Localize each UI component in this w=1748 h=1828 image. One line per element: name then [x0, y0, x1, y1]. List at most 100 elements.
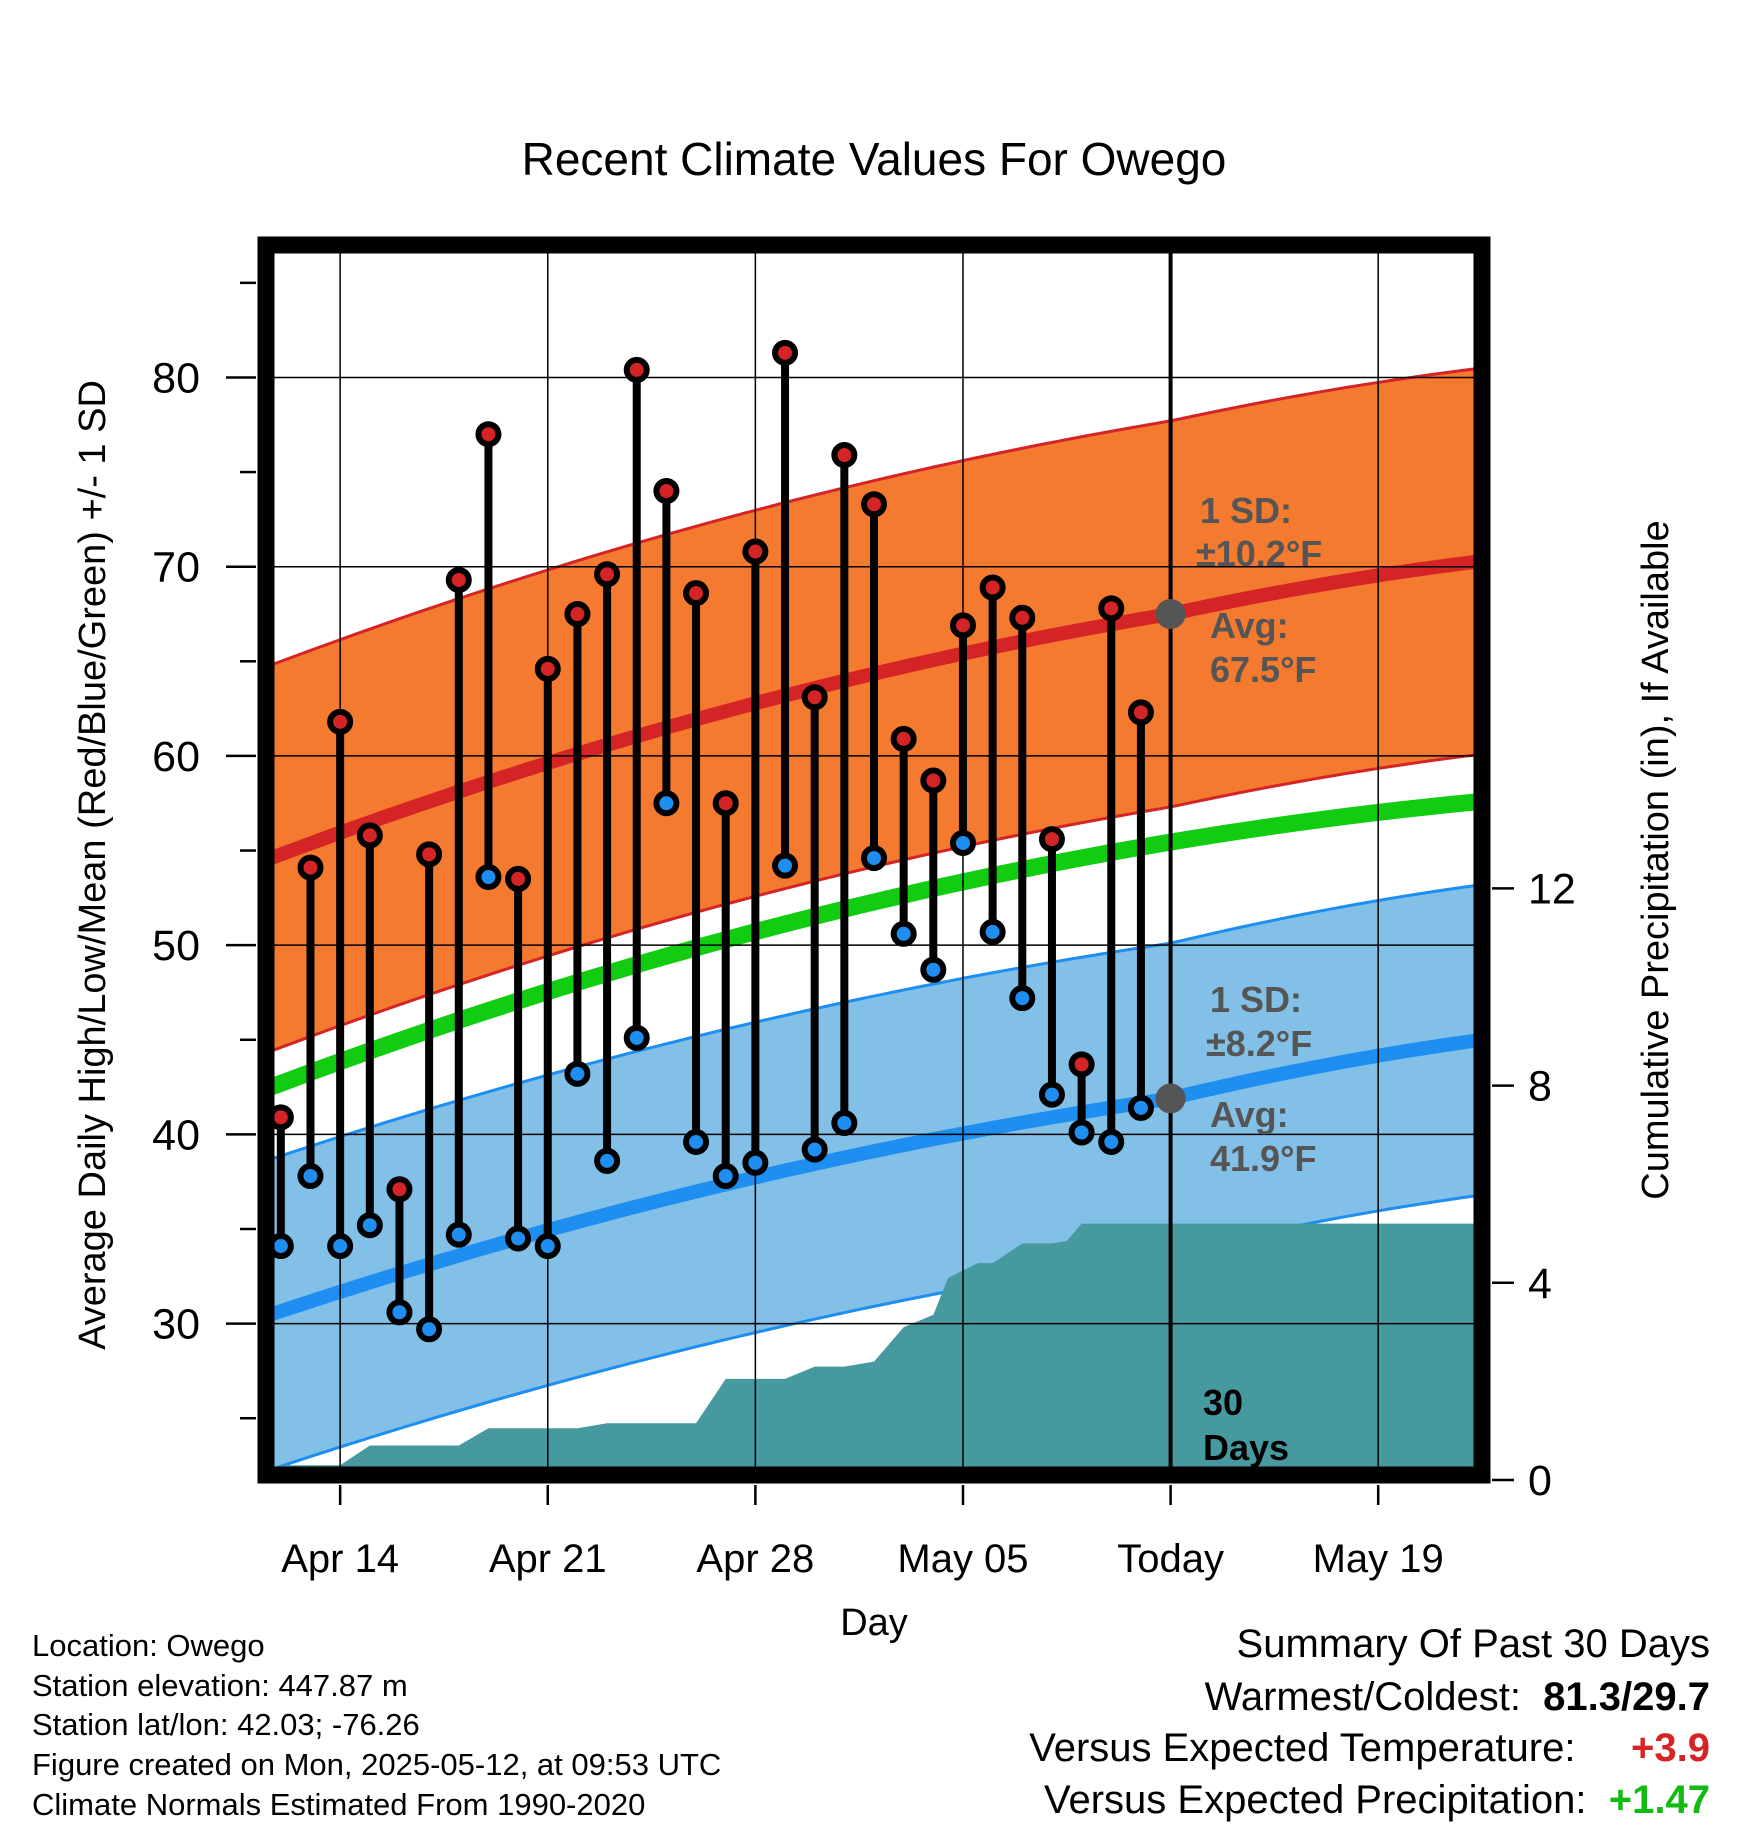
- daily-low-point: [1127, 1094, 1154, 1121]
- y-right-tick-label: 4: [1528, 1260, 1552, 1308]
- y-tick-label: 80: [152, 354, 200, 402]
- daily-high-point: [949, 612, 976, 639]
- daily-low-point: [979, 918, 1006, 945]
- daily-high-point: [623, 356, 650, 383]
- daily-high-point: [327, 708, 354, 735]
- chart-title: Recent Climate Values For Owego: [522, 133, 1227, 185]
- y-tick-label: 60: [152, 733, 200, 781]
- summary-temp-row: Versus Expected Temperature: +3.9: [1029, 1726, 1710, 1771]
- temp-label: Versus Expected Temperature:: [1029, 1726, 1576, 1770]
- daily-low-point: [386, 1299, 413, 1326]
- y-right-tick-label: 0: [1528, 1457, 1552, 1505]
- summary-title: Summary Of Past 30 Days: [1236, 1622, 1710, 1666]
- normal-low-upper-edge: [266, 883, 1482, 1163]
- daily-high-point: [979, 574, 1006, 601]
- daily-high-point: [742, 538, 769, 565]
- daily-low-point: [1038, 1081, 1065, 1108]
- daily-low-point: [356, 1212, 383, 1239]
- normals-text: Climate Normals Estimated From 1990-2020: [32, 1787, 646, 1822]
- summary-warmest-row: Warmest/Coldest: 81.3/29.7: [1205, 1675, 1710, 1720]
- daily-high-point: [772, 339, 799, 366]
- daily-low-point: [416, 1316, 443, 1343]
- daily-low-point: [683, 1128, 710, 1155]
- x-tick-label: May 19: [1313, 1537, 1444, 1581]
- daily-low-point: [327, 1233, 354, 1260]
- daily-high-point: [445, 566, 472, 593]
- daily-high-point: [297, 854, 324, 881]
- normal-high-upper-edge: [266, 366, 1482, 669]
- normal-low-sd-band: [266, 884, 1482, 1472]
- normal-mean-line: [266, 792, 1482, 1097]
- precip-label: Versus Expected Precipitation:: [1044, 1778, 1587, 1822]
- plot-frame: [257, 236, 1491, 1484]
- y-tick-label: 30: [152, 1301, 200, 1349]
- days-word-label: Days: [1203, 1427, 1289, 1468]
- temp-value: +3.9: [1631, 1726, 1710, 1770]
- low-sd-label: 1 SD:: [1210, 979, 1302, 1020]
- x-axis-label: Day: [840, 1602, 908, 1644]
- precip-value: +1.47: [1608, 1778, 1710, 1822]
- daily-high-point: [1127, 699, 1154, 726]
- daily-high-point: [890, 725, 917, 752]
- daily-low-point: [475, 864, 502, 891]
- daily-high-point: [861, 491, 887, 518]
- x-tick-label: May 05: [897, 1537, 1028, 1581]
- daily-high-point: [475, 421, 502, 448]
- daily-high-point: [1038, 826, 1065, 853]
- y-axis-right-label: Cumulative Precipitation (in), If Availa…: [1635, 520, 1677, 1199]
- daily-high-point: [386, 1176, 413, 1203]
- daily-high-point: [1009, 604, 1036, 631]
- summary-precip-row: Versus Expected Precipitation: +1.47: [1044, 1778, 1710, 1823]
- days-count-label: 30: [1203, 1382, 1243, 1423]
- daily-high-point: [653, 478, 680, 504]
- high-sd-value: ±10.2°F: [1196, 533, 1322, 574]
- daily-low-point: [890, 920, 917, 947]
- daily-high-point: [534, 655, 561, 682]
- latlon-text: Station lat/lon: 42.03; -76.26: [32, 1707, 420, 1742]
- daily-high-point: [356, 822, 383, 849]
- high-annotation: 1 SD: ±10.2°F Avg: 67.5°F: [1196, 490, 1322, 690]
- high-sd-label: 1 SD:: [1200, 490, 1292, 531]
- daily-high-point: [1068, 1051, 1095, 1078]
- daily-low-point: [712, 1163, 739, 1190]
- daily-high-point: [712, 790, 739, 817]
- daily-high-point: [831, 442, 858, 469]
- daily-low-point: [623, 1024, 650, 1051]
- daily-high-point: [920, 767, 947, 794]
- y-tick-label: 50: [152, 922, 200, 970]
- daily-low-point: [297, 1163, 324, 1190]
- x-tick-label: Apr 21: [489, 1537, 607, 1581]
- x-tick-label: Today: [1117, 1537, 1224, 1581]
- warmest-label: Warmest/Coldest:: [1204, 1675, 1521, 1719]
- warmest-value: 81.3/29.7: [1543, 1675, 1710, 1719]
- daily-high-point: [683, 580, 710, 607]
- daily-low-point: [772, 852, 799, 879]
- high-avg-value: 67.5°F: [1210, 649, 1316, 690]
- daily-low-point: [534, 1233, 561, 1260]
- daily-low-point: [653, 790, 680, 817]
- x-tick-label: Apr 14: [281, 1537, 399, 1581]
- y-right-tick-label: 8: [1528, 1063, 1552, 1111]
- daily-high-point: [594, 561, 621, 588]
- y-right-tick-label: 12: [1528, 865, 1576, 913]
- low-avg-value: 41.9°F: [1210, 1138, 1316, 1179]
- daily-low-point: [831, 1110, 858, 1137]
- daily-high-point: [505, 865, 532, 892]
- high-avg-label: Avg:: [1210, 605, 1289, 646]
- daily-low-point: [801, 1136, 828, 1163]
- low-annotation: 1 SD: ±8.2°F Avg: 41.9°F: [1206, 979, 1316, 1179]
- axes: Apr 14 Apr 21 Apr 28 May 05 Today May 1930405…: [152, 236, 1576, 1581]
- normal-low-line: [266, 1032, 1482, 1323]
- daily-low-point: [505, 1225, 532, 1252]
- elevation-text: Station elevation: 447.87 m: [32, 1668, 408, 1703]
- daily-high-point: [801, 684, 828, 711]
- low-avg-label: Avg:: [1210, 1094, 1289, 1135]
- daily-low-point: [949, 829, 976, 856]
- high-avg-marker: [1155, 599, 1186, 629]
- daily-low-point: [1009, 985, 1036, 1012]
- daily-low-point: [564, 1060, 591, 1087]
- days-annotation: 30 Days: [1203, 1382, 1289, 1468]
- daily-low-point: [594, 1147, 621, 1174]
- y-tick-label: 70: [152, 544, 200, 592]
